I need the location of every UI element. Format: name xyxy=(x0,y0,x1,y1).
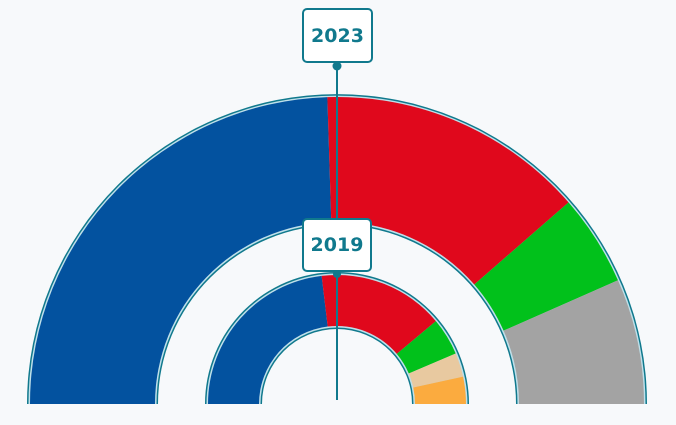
donut-2023 xyxy=(27,94,647,405)
year-label-2023-box: 2023 xyxy=(302,8,373,63)
slice-2019-5[interactable] xyxy=(413,376,466,404)
slice-2023-1[interactable] xyxy=(30,97,332,404)
year-label-2019: 2019 xyxy=(311,234,364,256)
slice-2019-1[interactable] xyxy=(208,275,328,404)
slice-2023-2[interactable] xyxy=(327,97,569,285)
pointer-dot-2023 xyxy=(332,61,342,71)
donut-2019 xyxy=(205,272,469,404)
slice-2023-4[interactable] xyxy=(503,280,644,404)
slice-2023-3[interactable] xyxy=(474,202,618,331)
slice-2019-4[interactable] xyxy=(408,353,464,388)
slice-2019-3[interactable] xyxy=(396,321,456,374)
slice-2019-2[interactable] xyxy=(321,275,436,354)
year-label-2019-box: 2019 xyxy=(302,218,372,272)
year-label-2023: 2023 xyxy=(311,25,364,47)
